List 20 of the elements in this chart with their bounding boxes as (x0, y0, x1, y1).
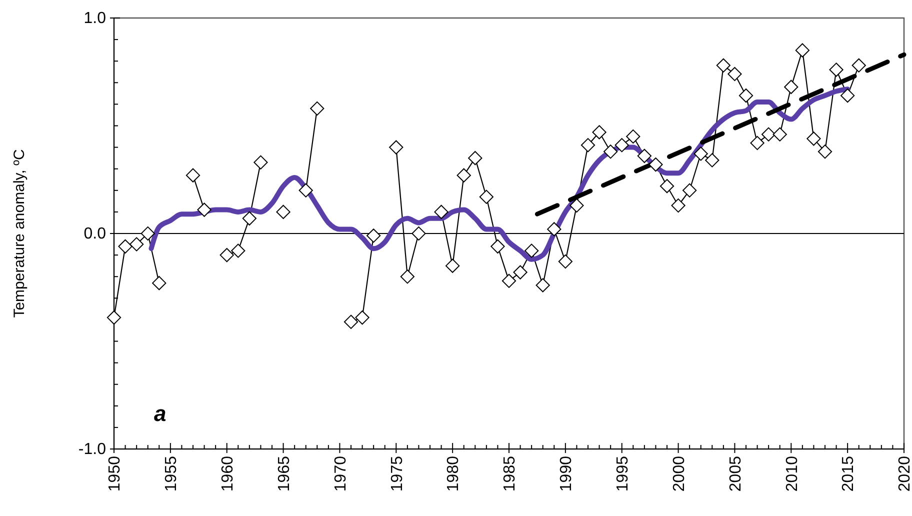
x-tick-label: 1955 (163, 456, 180, 492)
x-tick-label: 2015 (840, 456, 858, 492)
x-tick-label: 1975 (388, 456, 406, 492)
x-tick-label: 1995 (614, 456, 632, 492)
y-tick-label: 0.0 (84, 226, 106, 243)
y-axis-title: Temperature anomaly, ºC (11, 149, 28, 318)
x-tick-label: 1990 (558, 456, 576, 492)
x-tick-label: 1980 (445, 456, 462, 492)
x-tick-label: 1985 (502, 456, 519, 492)
x-tick-label: 2020 (896, 456, 912, 492)
x-tick-label: 1965 (276, 456, 293, 492)
x-tick-label: 1960 (219, 456, 236, 492)
annotation: a (154, 401, 166, 426)
x-tick-label: 1950 (106, 456, 124, 492)
y-tick-label: 1.0 (84, 10, 106, 28)
x-tick-label: 2010 (784, 456, 801, 492)
y-tick-label: -1.0 (78, 441, 106, 458)
x-tick-label: 1970 (332, 456, 350, 492)
x-tick-label: 2000 (670, 456, 688, 492)
x-tick-label: 2005 (727, 456, 744, 492)
